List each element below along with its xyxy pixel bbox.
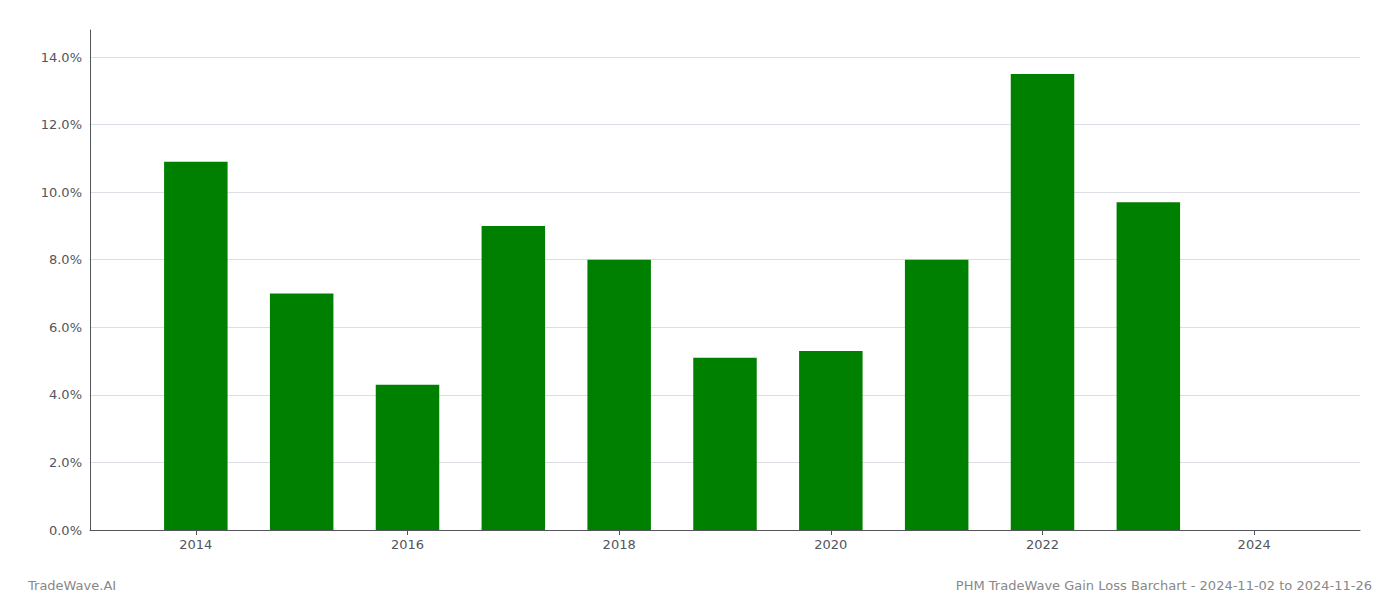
svg-text:14.0%: 14.0% <box>41 50 82 65</box>
svg-text:6.0%: 6.0% <box>49 320 82 335</box>
svg-text:2020: 2020 <box>814 537 847 552</box>
svg-text:2018: 2018 <box>603 537 636 552</box>
svg-text:2016: 2016 <box>391 537 424 552</box>
svg-text:10.0%: 10.0% <box>41 185 82 200</box>
svg-text:TradeWave.AI: TradeWave.AI <box>27 578 116 593</box>
svg-text:PHM TradeWave Gain Loss Barcha: PHM TradeWave Gain Loss Barchart - 2024-… <box>956 578 1372 593</box>
svg-text:12.0%: 12.0% <box>41 117 82 132</box>
svg-text:2024: 2024 <box>1238 537 1271 552</box>
svg-text:4.0%: 4.0% <box>49 387 82 402</box>
svg-text:2.0%: 2.0% <box>49 455 82 470</box>
svg-text:2014: 2014 <box>179 537 212 552</box>
svg-text:2022: 2022 <box>1026 537 1059 552</box>
svg-text:8.0%: 8.0% <box>49 252 82 267</box>
svg-text:0.0%: 0.0% <box>49 523 82 538</box>
